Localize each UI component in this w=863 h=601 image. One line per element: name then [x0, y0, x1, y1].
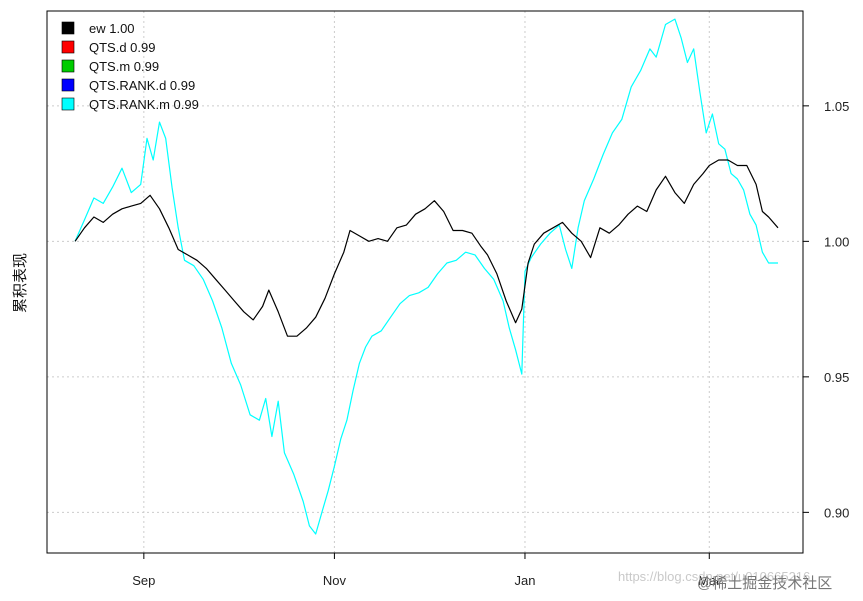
- legend-label: ew 1.00: [89, 21, 135, 36]
- legend-swatch: [61, 40, 75, 54]
- legend-swatch: [61, 97, 75, 111]
- legend-label: QTS.m 0.99: [89, 59, 159, 74]
- x-tick-label: Mar: [698, 573, 721, 588]
- legend-label: QTS.RANK.d 0.99: [89, 78, 195, 93]
- legend: ew 1.00 QTS.d 0.99 QTS.m 0.99 QTS.RANK.d 0.…: [61, 21, 199, 112]
- y-tick-label: 0.95: [824, 370, 849, 385]
- series-lines: [74, 18, 779, 535]
- legend-swatch: [61, 21, 75, 35]
- series-line-0: [74, 18, 778, 535]
- x-tick-label: Sep: [132, 573, 155, 588]
- x-tick-label: Jan: [514, 573, 535, 588]
- y-axis: 0.90 0.95 1.00 1.05: [803, 99, 849, 520]
- legend-swatch: [61, 78, 75, 92]
- y-tick-label: 1.05: [824, 99, 849, 114]
- legend-swatch: [61, 59, 75, 73]
- x-tick-label: Nov: [323, 573, 347, 588]
- watermark-url: https://blog.csdn.net/u010665216: [618, 569, 810, 584]
- legend-label: QTS.d 0.99: [89, 40, 155, 55]
- y-tick-label: 1.00: [824, 234, 849, 249]
- x-axis: Sep Nov Jan Mar: [132, 553, 721, 588]
- series-line-1: [74, 159, 779, 337]
- y-tick-label: 0.90: [824, 505, 849, 520]
- legend-label: QTS.RANK.m 0.99: [89, 97, 199, 112]
- watermark-site: @稀土掘金技术社区: [697, 575, 832, 592]
- y-axis-label: 累积表现: [12, 253, 29, 313]
- plot-frame: [46, 10, 804, 554]
